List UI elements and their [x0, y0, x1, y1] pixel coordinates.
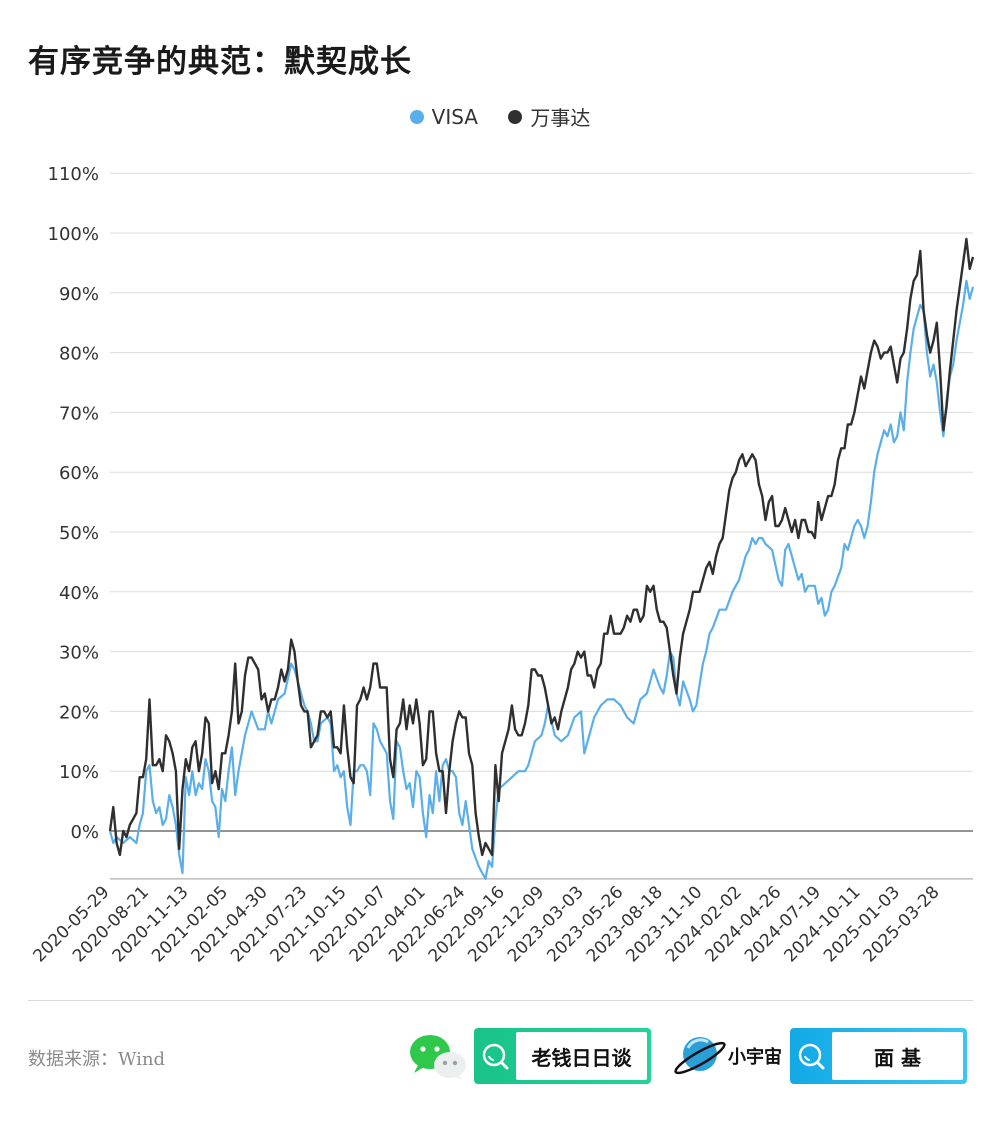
y-tick-label: 90%: [59, 284, 99, 305]
chart-legend: VISA 万事达: [0, 102, 1000, 131]
y-tick-label: 60%: [59, 463, 99, 484]
podcast-brand-name: 小宇宙: [728, 1047, 782, 1068]
legend-swatch-mastercard: [508, 109, 523, 124]
y-tick-label: 30%: [59, 643, 99, 664]
wechat-icon[interactable]: [408, 1033, 468, 1081]
legend-label-mastercard: 万事达: [530, 106, 591, 130]
legend-item-visa[interactable]: VISA: [409, 104, 478, 129]
y-tick-label: 20%: [59, 702, 99, 723]
y-tick-label: 0%: [70, 822, 99, 843]
series-line-visa: [108, 279, 975, 880]
search-icon: [790, 1028, 832, 1084]
line-chart: 110%100%90%80%70%60%50%40%30%20%10%0%202…: [30, 164, 975, 966]
y-tick-label: 70%: [59, 403, 99, 424]
data-source: 数据来源：Wind: [28, 1049, 166, 1070]
chart-title: 有序竞争的典范：默契成长: [28, 44, 412, 80]
planet-icon: [674, 1037, 726, 1075]
podcast-show-name: 面 基: [832, 1032, 963, 1080]
wechat-account-name: 老钱日日谈: [516, 1032, 647, 1080]
podcast-show-badge[interactable]: 面 基: [790, 1028, 967, 1084]
legend-item-mastercard[interactable]: 万事达: [508, 102, 590, 131]
y-tick-label: 40%: [59, 583, 99, 604]
footer-divider: [28, 1000, 973, 1001]
podcast-brand[interactable]: 小宇宙: [674, 1030, 782, 1082]
y-tick-label: 80%: [59, 344, 99, 365]
y-tick-label: 10%: [59, 762, 99, 783]
legend-label-visa: VISA: [431, 104, 478, 129]
series-line-mastercard: [108, 237, 975, 857]
wechat-account-badge[interactable]: 老钱日日谈: [474, 1028, 651, 1084]
y-tick-label: 100%: [48, 224, 99, 245]
legend-swatch-visa: [409, 109, 424, 124]
y-tick-label: 110%: [48, 164, 99, 185]
y-tick-label: 50%: [59, 523, 99, 544]
search-icon: [474, 1028, 516, 1084]
